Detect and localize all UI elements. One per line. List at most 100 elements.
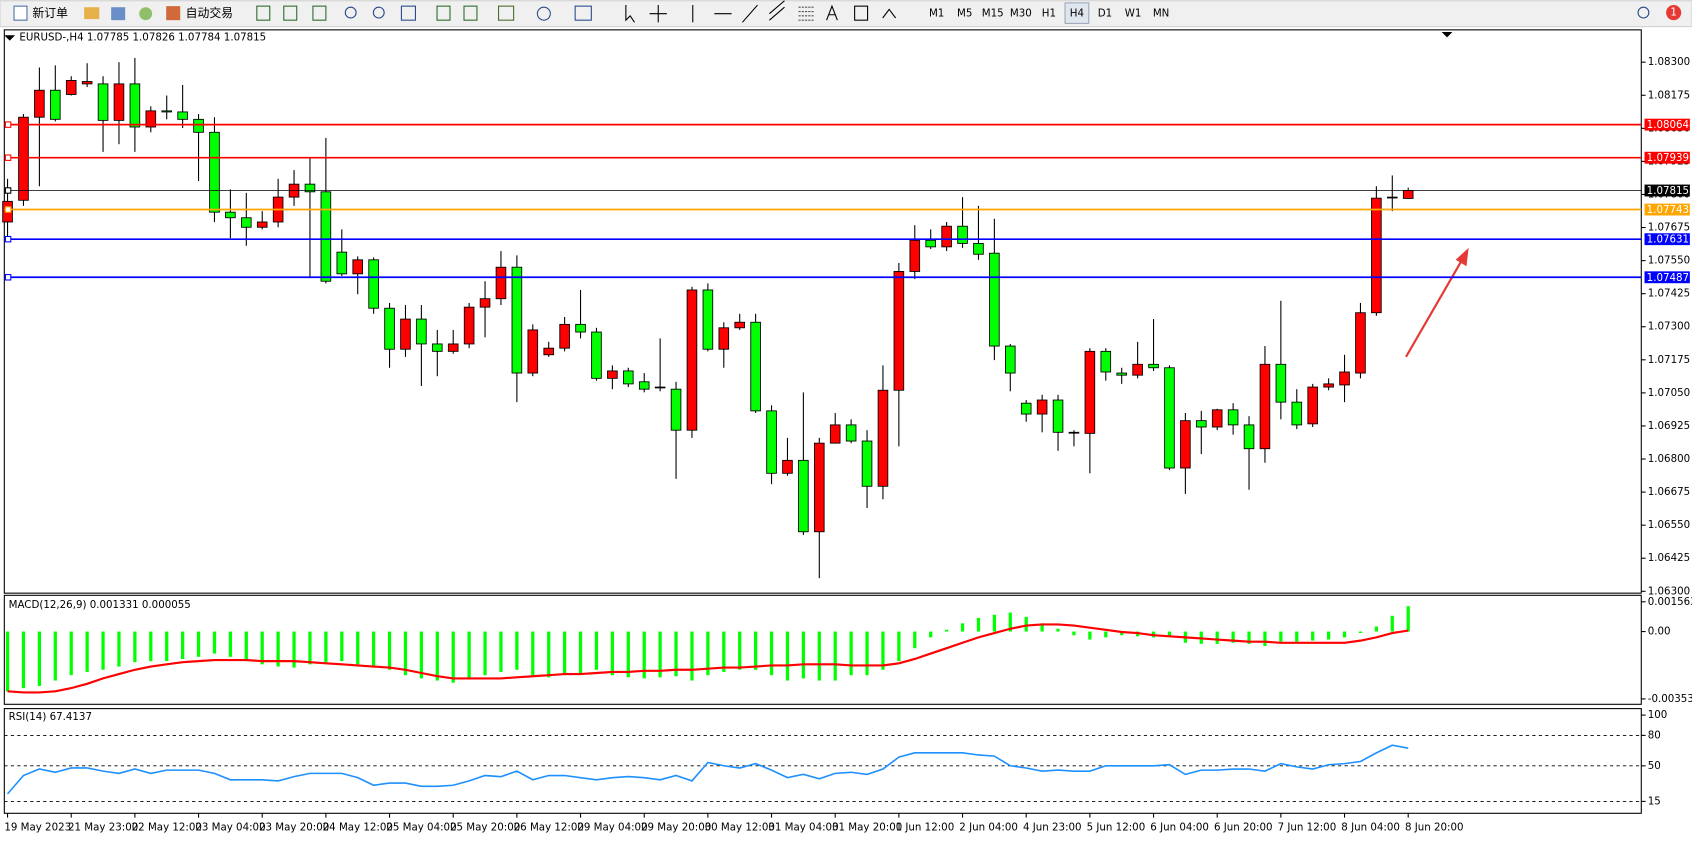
- level-price-label: 1.07487: [1647, 272, 1689, 284]
- macd-bar: [626, 631, 630, 678]
- tool-icon[interactable]: [283, 5, 298, 21]
- macd-bar: [897, 631, 901, 662]
- new-order-icon[interactable]: [13, 5, 28, 21]
- macd-bar: [387, 631, 392, 670]
- x-tick-label: 24 May 12:00: [323, 821, 393, 833]
- text-tool[interactable]: [826, 4, 838, 21]
- candle-body: [893, 271, 905, 391]
- candle-body: [798, 459, 809, 533]
- macd-bar: [929, 631, 933, 638]
- timeframe-button[interactable]: H1: [1042, 8, 1056, 20]
- macd-bar: [945, 629, 949, 632]
- macd-bar: [833, 631, 837, 681]
- zoom-out[interactable]: [372, 6, 385, 19]
- y-tick-label: 1.08175: [1648, 89, 1690, 101]
- macd-bar: [722, 631, 726, 672]
- auto-trading-icon[interactable]: [166, 6, 181, 21]
- arrow-shaft: [1405, 259, 1464, 358]
- level-price-label: 1.07939: [1647, 152, 1689, 164]
- trendline-tool[interactable]: [742, 4, 758, 23]
- macd-bar: [563, 631, 567, 676]
- arrows-tool[interactable]: [882, 8, 897, 19]
- timeframe-button[interactable]: M5: [957, 8, 972, 20]
- macd-signal: [7, 623, 1409, 694]
- candle-body: [909, 239, 921, 272]
- timeframe-button[interactable]: MN: [1153, 8, 1170, 20]
- auto-trading-button[interactable]: 自动交易: [186, 6, 233, 20]
- tool-icon[interactable]: [463, 5, 478, 21]
- notification-badge[interactable]: [1666, 5, 1682, 21]
- candle-body: [877, 389, 889, 487]
- timeframe-button[interactable]: M1: [929, 8, 944, 20]
- level-handle: [4, 187, 12, 194]
- macd-bar: [610, 631, 614, 676]
- macd-bar: [1088, 631, 1092, 640]
- candle-body: [1180, 420, 1191, 469]
- y-tick-label: 0.001563: [1648, 596, 1692, 608]
- tool-icon[interactable]: [84, 7, 100, 20]
- templates[interactable]: [574, 5, 592, 21]
- macd-bar: [1024, 616, 1028, 632]
- macd-bar: [483, 631, 487, 676]
- candle-body: [638, 381, 650, 390]
- cursor-tool[interactable]: [625, 5, 635, 23]
- timeframe-button[interactable]: M15: [982, 8, 1004, 20]
- x-tick-label: 30 May 12:00: [705, 821, 775, 833]
- indicators[interactable]: [497, 5, 515, 21]
- candle-body: [209, 131, 220, 213]
- timeframe-button[interactable]: M30: [1010, 8, 1032, 20]
- label-tool[interactable]: [854, 5, 869, 21]
- macd-bar: [1167, 631, 1172, 637]
- candle-body: [1116, 372, 1127, 376]
- chart-title: EURUSD-,H4 1.07785 1.07826 1.07784 1.078…: [19, 31, 266, 43]
- tile-windows[interactable]: [400, 5, 416, 21]
- fibo-tool[interactable]: [798, 6, 814, 21]
- candle-body: [527, 329, 539, 374]
- macd-bar: [467, 631, 471, 679]
- macd-bar: [1056, 628, 1060, 632]
- crosshair-tool[interactable]: [649, 5, 667, 23]
- candle-body: [829, 424, 841, 444]
- x-tick-label: 29 May 20:00: [641, 821, 711, 833]
- channel-tool[interactable]: [769, 0, 785, 21]
- candle-body: [1386, 196, 1398, 199]
- periods[interactable]: [536, 6, 551, 21]
- candle-body: [18, 116, 29, 201]
- y-tick-label: 50: [1648, 760, 1661, 772]
- macd-bar: [1120, 631, 1124, 636]
- macd-bar: [674, 631, 678, 677]
- candle-body: [479, 298, 491, 308]
- tool-icon[interactable]: [139, 7, 153, 21]
- macd-bar: [992, 614, 996, 632]
- macd-bar: [1406, 606, 1410, 632]
- timeframe-button[interactable]: D1: [1098, 8, 1112, 20]
- timeframe-button[interactable]: H4: [1070, 8, 1084, 20]
- macd-bar: [196, 631, 201, 657]
- x-tick-label: 26 May 12:00: [514, 821, 584, 833]
- x-tick-label: 21 May 23:00: [68, 821, 138, 833]
- tool-icon[interactable]: [111, 7, 126, 21]
- search[interactable]: [1637, 6, 1650, 19]
- candle-body: [34, 89, 45, 118]
- x-tick-label: 5 Jun 12:00: [1087, 821, 1146, 833]
- new-order-button[interactable]: 新订单: [32, 6, 68, 20]
- level-price-box: [1644, 184, 1690, 197]
- candle-body: [543, 347, 555, 356]
- zoom-in[interactable]: [344, 6, 357, 19]
- candle-body: [718, 327, 730, 350]
- macd-pane: [3, 594, 1642, 705]
- candle-body: [925, 239, 936, 248]
- toolbar-bg: [0, 0, 1692, 28]
- tool-icon[interactable]: [256, 5, 271, 21]
- candle-body: [161, 110, 173, 113]
- timeframe-button[interactable]: W1: [1125, 8, 1142, 20]
- macd-bar: [1231, 631, 1235, 643]
- tool-icon[interactable]: [436, 5, 451, 21]
- macd-bar: [181, 631, 185, 659]
- macd-bar: [308, 631, 312, 665]
- tool-icon[interactable]: [312, 5, 327, 21]
- candle-body: [766, 410, 777, 474]
- macd-bar: [212, 631, 217, 654]
- chart-shift-marker: [1441, 32, 1453, 38]
- level-price-label: 1.08064: [1647, 119, 1689, 131]
